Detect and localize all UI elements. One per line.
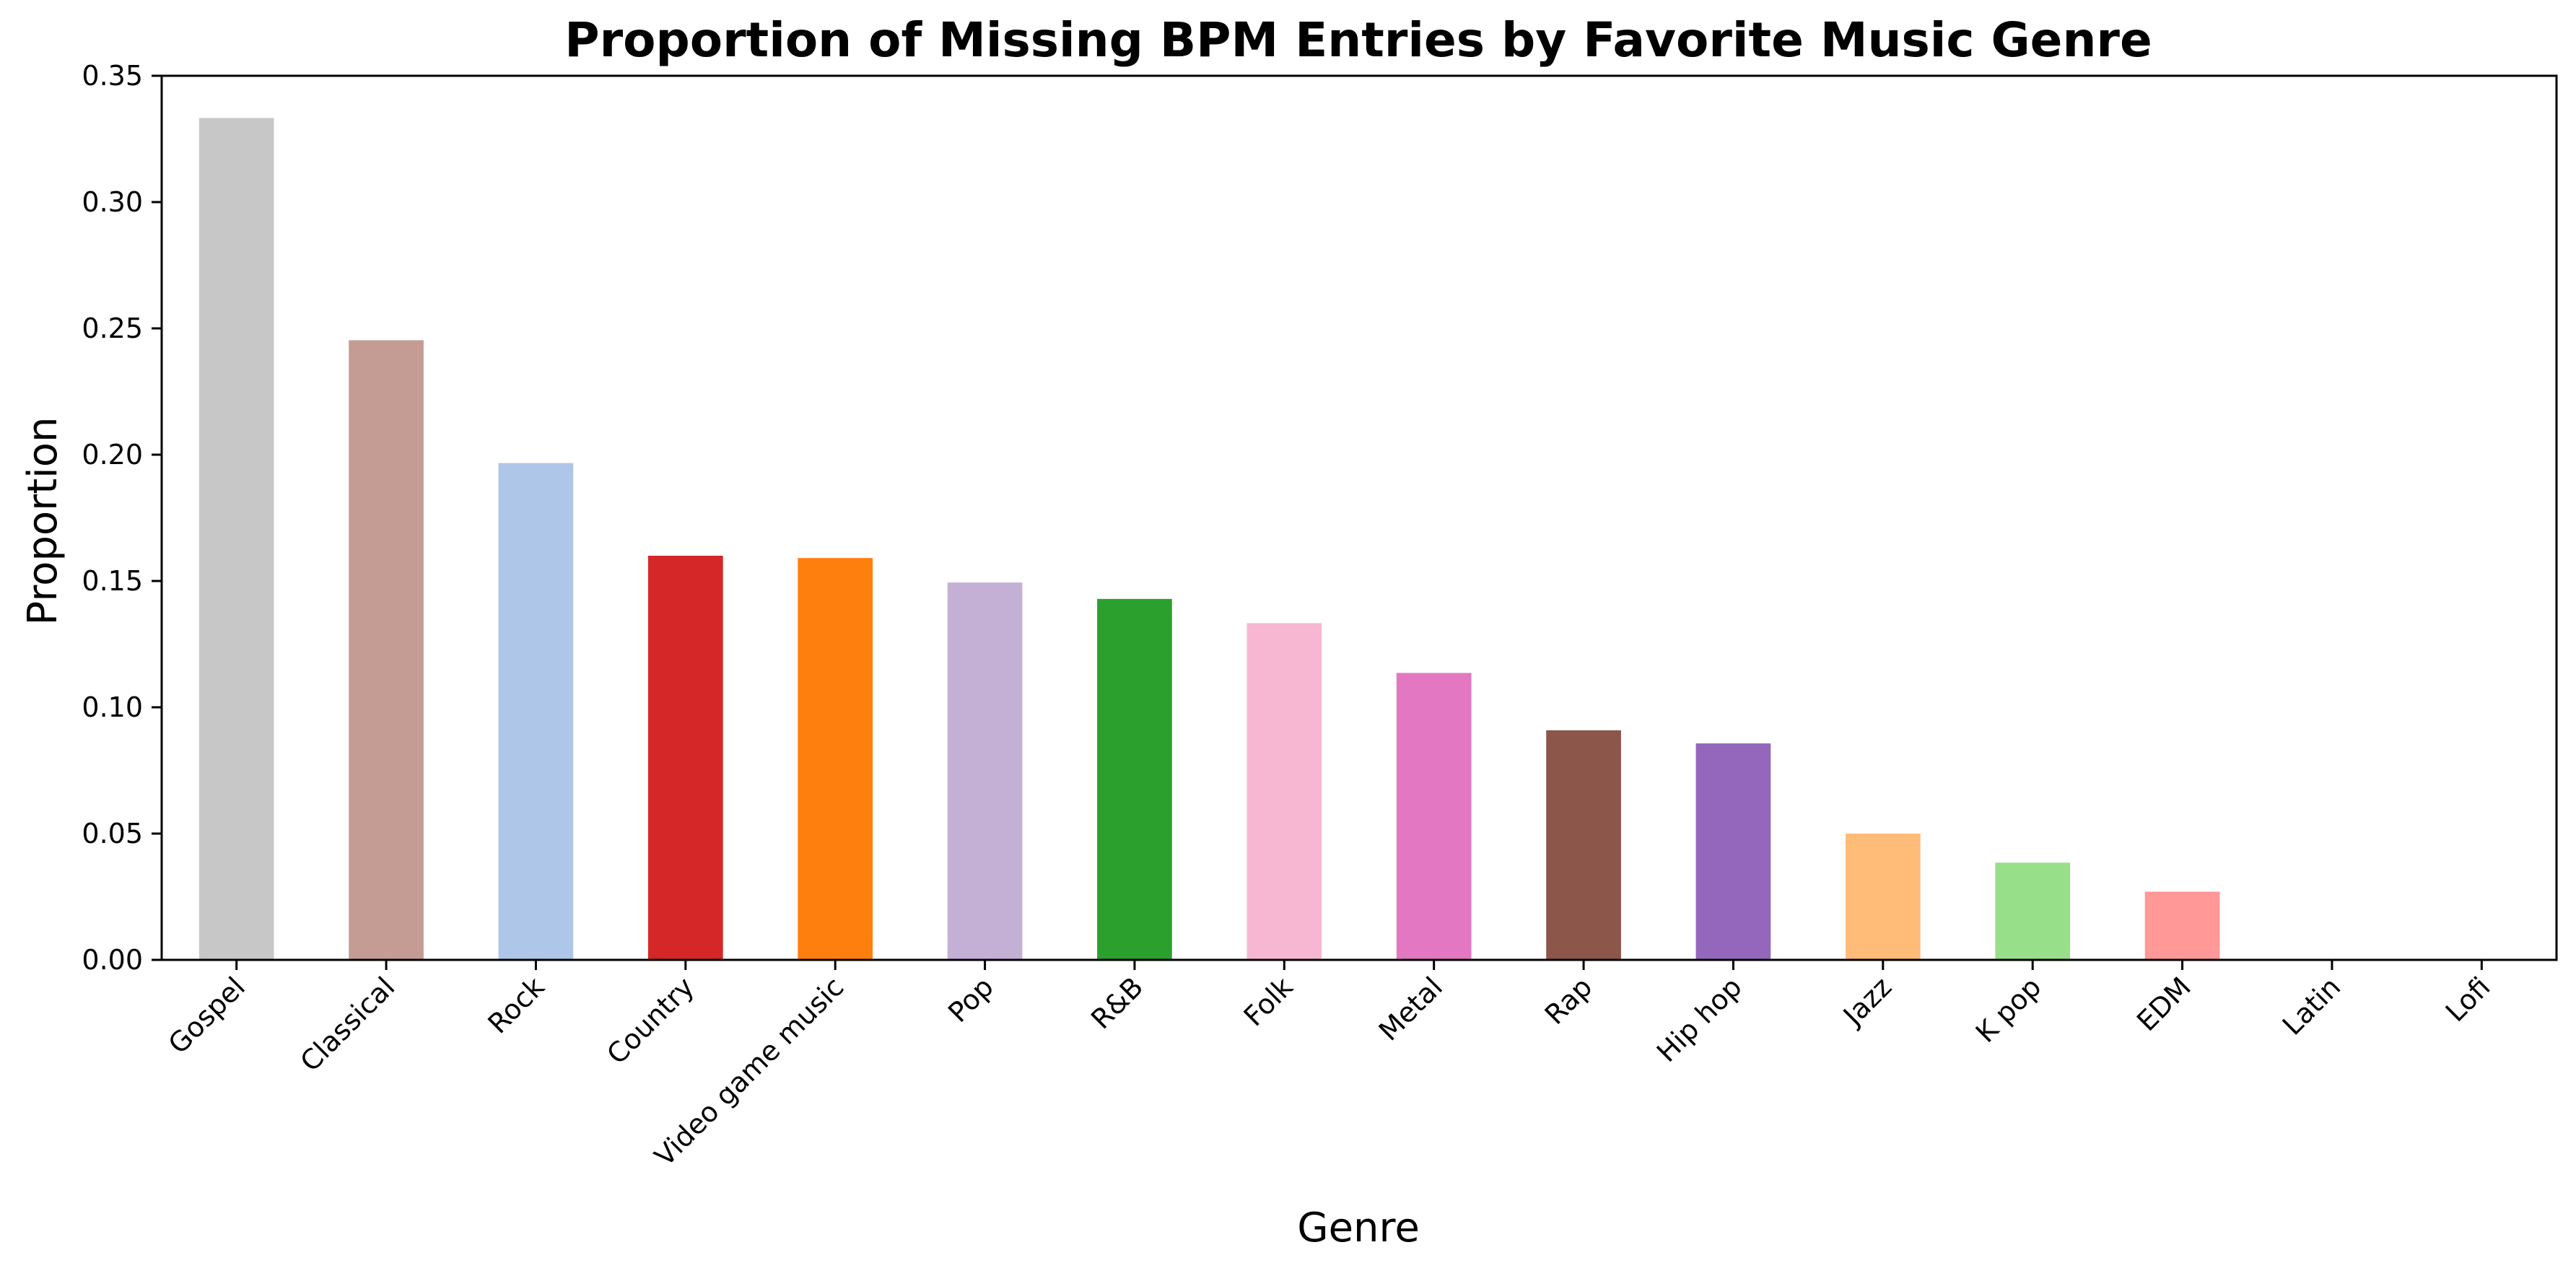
bar-pop [947,582,1023,960]
bar-country [647,556,723,960]
y-tick-label: 0.05 [82,818,143,849]
y-tick-label: 0.10 [82,691,143,723]
bar-metal [1396,673,1472,960]
y-tick-label: 0.20 [82,439,143,471]
x-tick-label: Pop [942,971,1000,1028]
bar-rock [498,463,574,960]
chart-title: Proportion of Missing BPM Entries by Fav… [564,12,2152,68]
bar-rap [1546,730,1621,960]
y-tick-label: 0.15 [82,565,143,597]
x-tick-label: Rock [481,971,550,1039]
y-tick-label: 0.30 [82,186,143,218]
x-tick-label: Latin [2276,971,2347,1041]
plot-area: 0.00 0.05 0.10 0.15 0.20 0.25 0.30 0.35 Gospel Cl… [82,60,2558,1172]
x-tick-label: Metal [1373,971,1449,1046]
bar-edm [2144,891,2220,960]
bar-video-game-music [798,558,873,960]
bar-hip-hop [1695,743,1771,960]
x-tick-label: Lofi [2440,971,2497,1028]
y-tick-label: 0.25 [82,313,143,344]
x-tick-label: Jazz [1836,971,1898,1032]
x-tick-label: Gospel [162,971,251,1059]
y-tick-label: 0.00 [82,944,143,976]
bar-classical [349,340,424,960]
plot-frame [160,74,2558,961]
bar-jazz [1845,834,1921,960]
x-tick-label: Rap [1539,971,1599,1031]
x-tick-label: K pop [1970,971,2048,1049]
bar-r-b [1097,598,1172,960]
x-tick-label: Classical [294,971,401,1078]
bar-k-pop [1995,862,2071,960]
y-tick-label: 0.35 [82,60,143,92]
x-tick-label: Country [601,971,700,1070]
y-axis-label: Proportion [19,417,66,626]
x-tick-label: R&B [1085,971,1149,1035]
x-tick-label: Folk [1238,971,1299,1032]
bar-folk [1246,623,1322,960]
x-tick-label: Hip hop [1651,971,1748,1068]
bar-gospel [198,118,274,961]
x-tick-label: EDM [2131,971,2197,1037]
x-axis-label: Genre [1297,1205,1420,1251]
